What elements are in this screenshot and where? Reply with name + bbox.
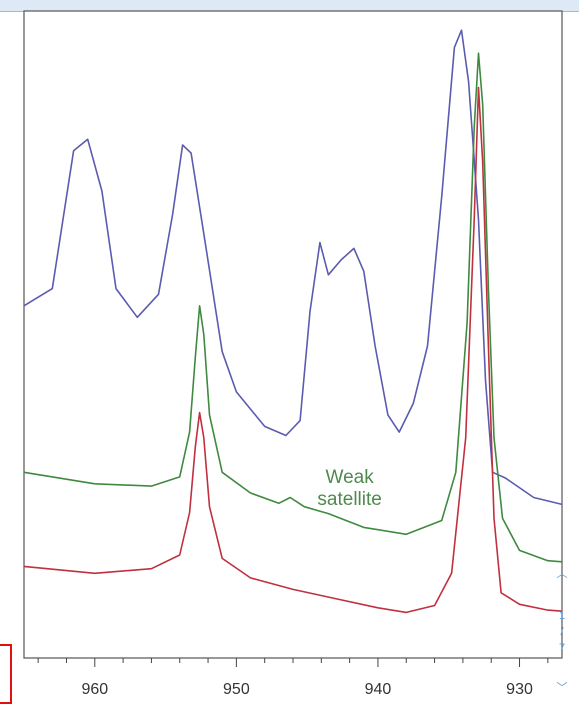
page-digit-one: 1 <box>558 610 566 622</box>
series-line-2 <box>23 52 563 563</box>
annotation-satellite-line2: satellite <box>317 489 381 510</box>
scroll-down-icon[interactable]: ﹀ <box>556 682 568 694</box>
scroll-indicator[interactable]: ︿ 1 / 7 ﹀ <box>553 568 571 700</box>
x-tick-label-940: 940 <box>365 681 392 698</box>
page-digit-seven: 7 <box>558 642 566 654</box>
selection-marker <box>0 644 12 704</box>
plot-frame <box>23 10 563 659</box>
series-line-3 <box>23 86 563 614</box>
series-line-1 <box>23 29 563 506</box>
scroll-up-icon[interactable]: ︿ <box>556 568 568 580</box>
x-tick-label-950: 950 <box>223 681 250 698</box>
x-tick-label-960: 960 <box>81 681 108 698</box>
x-tick-label-930: 930 <box>506 681 533 698</box>
annotation-weak-line1: Weak <box>326 467 375 488</box>
page-separator: / <box>560 626 564 638</box>
